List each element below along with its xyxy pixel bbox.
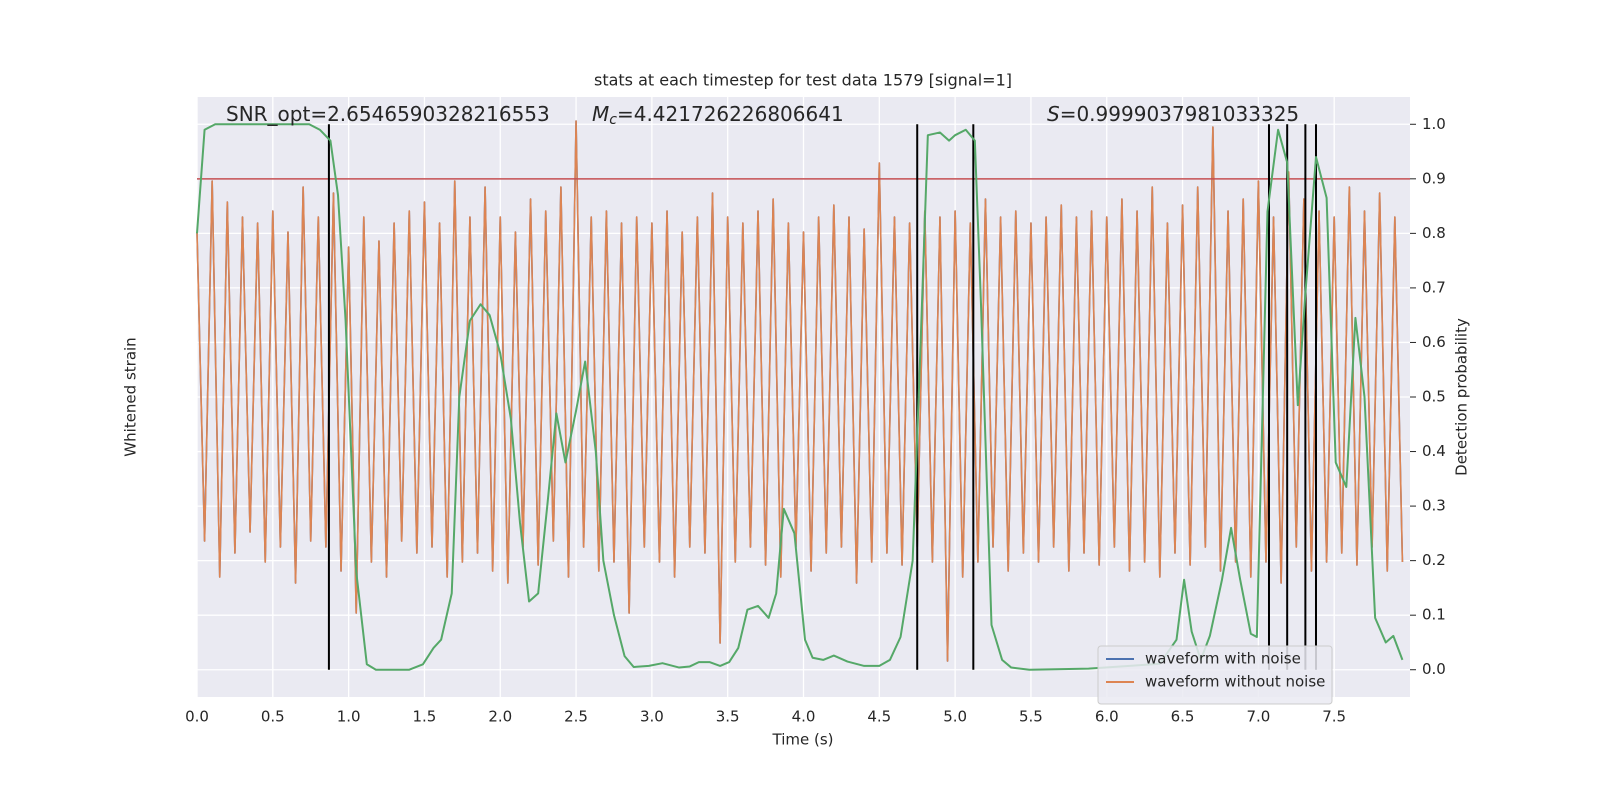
x-tick-label: 1.5 bbox=[413, 708, 437, 726]
y2-tick-label: 0.9 bbox=[1422, 169, 1446, 187]
y-axis-label: Whitened strain bbox=[122, 337, 140, 456]
annotation: SNR_opt=2.6546590328216553 bbox=[226, 102, 550, 126]
x-tick-label: 4.0 bbox=[792, 708, 816, 726]
annotation-text: SNR_opt=2.6546590328216553 bbox=[226, 102, 550, 126]
annotation: Mc=4.421726226806641 bbox=[592, 102, 844, 129]
marks bbox=[196, 120, 1410, 671]
x-tick-label: 6.0 bbox=[1095, 708, 1119, 726]
annotation: S=0.9999037981033325 bbox=[1047, 102, 1299, 126]
annotations: SNR_opt=2.6546590328216553 Mc=4.421726226… bbox=[226, 102, 1299, 129]
y2-tick-label: 0.8 bbox=[1422, 224, 1446, 242]
legend-label: waveform without noise bbox=[1145, 673, 1325, 691]
x-tick-label: 2.0 bbox=[488, 708, 512, 726]
x-tick-label: 7.0 bbox=[1246, 708, 1270, 726]
x-tick-label: 5.0 bbox=[943, 708, 967, 726]
y2-tick-label: 0.3 bbox=[1422, 497, 1446, 515]
y2-axis-label: Detection probability bbox=[1453, 318, 1471, 476]
x-tick-label: 4.5 bbox=[867, 708, 891, 726]
annotation-text: =0.9999037981033325 bbox=[1060, 102, 1299, 126]
annotation-text: =4.421726226806641 bbox=[617, 102, 844, 126]
x-tick-label: 0.5 bbox=[261, 708, 285, 726]
series-line bbox=[196, 123, 1404, 671]
y2-tick-label: 1.0 bbox=[1422, 115, 1446, 133]
x-tick-label: 5.5 bbox=[1019, 708, 1043, 726]
legend-label: waveform with noise bbox=[1145, 650, 1301, 668]
x-tick-label: 2.5 bbox=[564, 708, 588, 726]
y2-tick-label: 0.2 bbox=[1422, 551, 1446, 569]
legend: waveform with noise waveform without nois… bbox=[1097, 645, 1333, 705]
x-tick-label: 6.5 bbox=[1171, 708, 1195, 726]
y2-tick-label: 0.0 bbox=[1422, 660, 1446, 678]
y2-tick-label: 0.6 bbox=[1422, 333, 1446, 351]
y2-tick-label: 0.4 bbox=[1422, 442, 1446, 460]
series-line bbox=[196, 120, 1404, 662]
x-axis-label: Time (s) bbox=[772, 731, 834, 749]
x-tick-label: 3.5 bbox=[716, 708, 740, 726]
annotation-subscript: c bbox=[609, 112, 617, 128]
x-tick-label: 1.0 bbox=[337, 708, 361, 726]
y2-tick-label: 0.1 bbox=[1422, 606, 1446, 624]
x-tick-label: 3.0 bbox=[640, 708, 664, 726]
annotation-symbol: S bbox=[1047, 102, 1060, 126]
y2-tick-label: 0.5 bbox=[1422, 388, 1446, 406]
annotation-symbol: M bbox=[592, 102, 609, 126]
x-tick-label: 0.0 bbox=[185, 708, 209, 726]
y2-tick-label: 0.7 bbox=[1422, 278, 1446, 296]
chart-title: stats at each timestep for test data 157… bbox=[594, 71, 1012, 90]
x-tick-label: 7.5 bbox=[1322, 708, 1346, 726]
legend-box bbox=[1097, 645, 1333, 705]
